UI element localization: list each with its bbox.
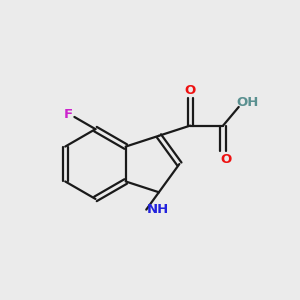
Text: O: O bbox=[184, 84, 196, 97]
Text: NH: NH bbox=[146, 202, 169, 215]
Text: F: F bbox=[64, 108, 73, 121]
Text: OH: OH bbox=[237, 96, 259, 109]
Text: O: O bbox=[220, 153, 232, 166]
